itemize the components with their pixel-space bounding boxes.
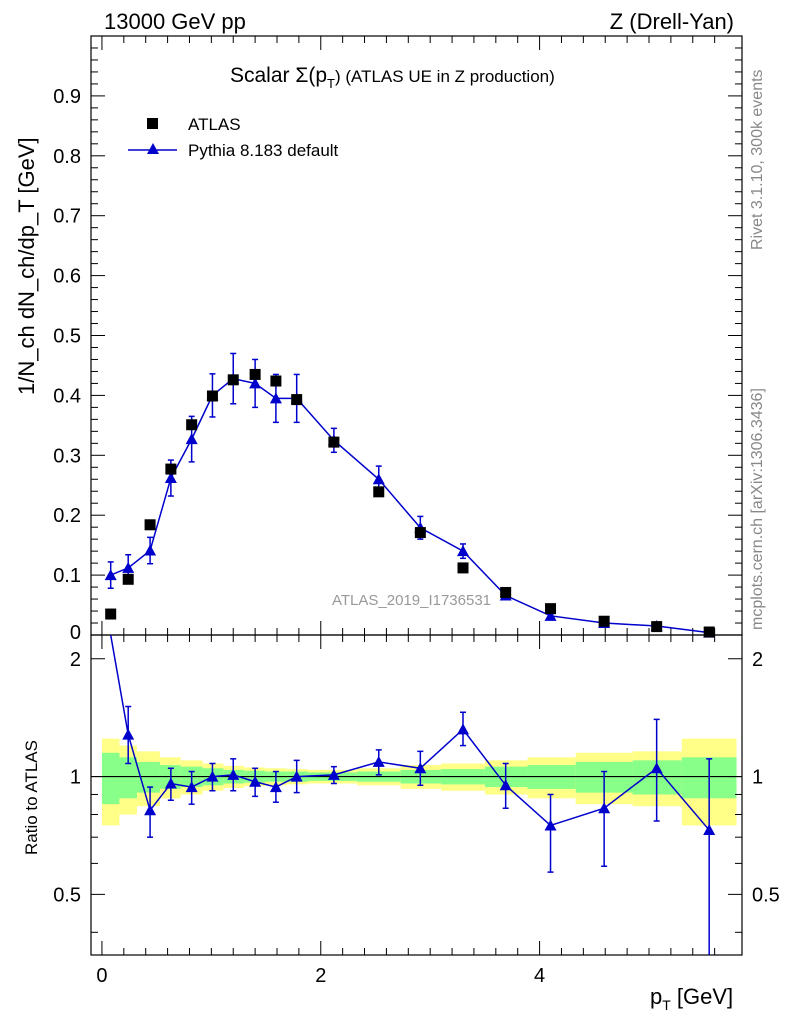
data-point [249, 368, 261, 380]
x-axis-label: pT [GeV] [650, 984, 733, 1013]
data-point [186, 419, 198, 431]
chart-title-main: Scalar Σ(p [230, 64, 327, 87]
ratio-point [185, 781, 198, 793]
legend-mc-label: Pythia 8.183 default [188, 141, 339, 160]
ratio-tick-label-right: 0.5 [752, 884, 780, 906]
x-axis-label-rest: [GeV] [671, 984, 733, 1009]
x-tick-label: 0 [96, 965, 107, 987]
legend-data-label: ATLAS [188, 115, 241, 134]
data-point [703, 626, 715, 638]
ratio-point [598, 802, 611, 814]
legend-data-marker [147, 118, 158, 129]
ratio-frame [90, 634, 743, 956]
x-tick-label: 4 [534, 965, 545, 987]
mcplots-label: mcplots.cern.ch [arXiv:1306.3436] [749, 388, 766, 630]
ratio-point [327, 768, 340, 780]
rivet-label: Rivet 3.1.10, 300k events [749, 69, 766, 250]
chart-title-rest: ) (ATLAS UE in Z production) [335, 67, 555, 86]
mc-point [249, 377, 262, 389]
ratio-point [703, 824, 716, 836]
y-tick-label: 0.7 [53, 206, 81, 228]
data-marks [104, 352, 716, 955]
y-tick-label: 0.8 [53, 146, 81, 168]
header-left: 13000 GeV pp [104, 9, 246, 34]
x-tick-label: 2 [315, 965, 326, 987]
ratio-point [499, 779, 512, 791]
y-tick-label: 0.3 [53, 445, 81, 467]
ratio-tick-label-left: 1 [70, 767, 81, 789]
data-point [144, 519, 156, 531]
data-point [545, 603, 557, 615]
ratio-point [122, 728, 135, 740]
data-point [328, 436, 340, 448]
mc-point [185, 433, 198, 445]
ratio-point [227, 768, 240, 780]
data-point [291, 394, 303, 406]
ratio-tick-label-right: 2 [752, 649, 763, 671]
ratio-point [164, 777, 177, 789]
analysis-watermark: ATLAS_2019_I1736531 [332, 592, 491, 609]
y-axis-label: 1/N_ch dN_ch/dp_T [GeV] [14, 137, 39, 395]
mc-point [544, 609, 557, 621]
y-tick-label: 0.9 [53, 86, 81, 108]
header-right: Z (Drell-Yan) [610, 9, 734, 34]
data-point [598, 615, 610, 627]
y-tick-label: 0.1 [53, 565, 81, 587]
x-axis-label-sub: T [662, 997, 671, 1013]
y-tick-label: 0.6 [53, 266, 81, 288]
ratio-tick-label-right: 1 [752, 767, 763, 789]
ratio-point [269, 781, 282, 793]
data-point [165, 463, 177, 475]
ratio-point [249, 775, 262, 787]
data-point [414, 527, 426, 539]
y-tick-label-zero: 0 [70, 622, 81, 644]
data-point [651, 621, 663, 633]
data-point [500, 586, 512, 598]
chart-title: Scalar Σ(pT) (ATLAS UE in Z production) [230, 64, 555, 91]
data-point [122, 573, 134, 585]
x-axis-label-main: p [650, 984, 662, 1009]
data-point [206, 390, 218, 402]
mc-point [144, 544, 157, 556]
ratio-point [414, 762, 427, 774]
y-tick-label: 0.5 [53, 326, 81, 348]
data-point [457, 562, 469, 574]
axes: 0 2 4 0.1 0.2 0.3 0.4 0.5 0.6 0.7 0.8 0.9 0 0.5 0.5 1 1 2… [53, 35, 780, 987]
mc-point [269, 392, 282, 404]
y-tick-label: 0.4 [53, 385, 81, 407]
ratio-point [650, 762, 663, 774]
data-point [373, 486, 385, 498]
mc-point [372, 473, 385, 485]
ratio-point [372, 755, 385, 767]
ratio-tick-label-left: 2 [70, 649, 81, 671]
data-point [105, 608, 117, 620]
ratio-band-inner [119, 757, 137, 799]
y-axis-label-text: 1/N_ch dN_ch/dp_T [GeV] [14, 137, 39, 395]
ratio-tick-label-left: 0.5 [53, 884, 81, 906]
data-point [227, 374, 239, 386]
ratio-point [144, 804, 157, 816]
ratio-point [206, 770, 219, 782]
mc-point [104, 569, 117, 581]
chart-title-sub: T [327, 76, 335, 91]
y-tick-label: 0.2 [53, 505, 81, 527]
ratio-band-inner [101, 752, 120, 805]
mc-point [122, 561, 135, 573]
mc-point [164, 472, 177, 484]
ratio-point [544, 819, 557, 831]
legend-mc-marker [147, 143, 159, 154]
mc-point [457, 545, 469, 557]
legend: ATLAS Pythia 8.183 default [128, 115, 339, 160]
ratio-point [290, 770, 303, 782]
ratio-point [457, 723, 469, 735]
ratio-y-axis-label: Ratio to ATLAS [22, 740, 41, 855]
data-point [270, 375, 282, 387]
